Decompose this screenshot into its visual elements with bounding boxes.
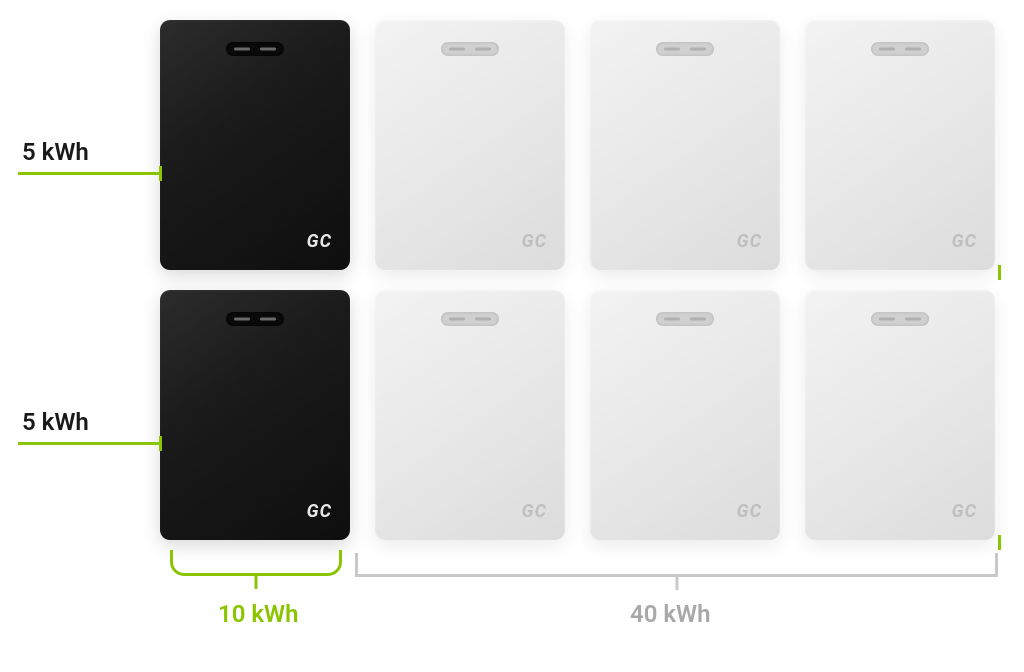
- brand-logo: GC: [522, 501, 547, 522]
- battery-unit: GC: [160, 290, 350, 540]
- battery-unit: GC: [375, 290, 565, 540]
- status-indicator: [441, 312, 499, 326]
- bracket-40kwh: [355, 574, 998, 577]
- label-underline: [18, 442, 160, 445]
- span-end: [355, 553, 358, 577]
- bracket-stem: [255, 573, 258, 589]
- brand-logo: GC: [737, 231, 762, 252]
- status-indicator: [226, 312, 284, 326]
- battery-unit: GC: [160, 20, 350, 270]
- row-end-tick: [998, 535, 1001, 550]
- brand-logo: GC: [952, 231, 977, 252]
- battery-unit: GC: [590, 290, 780, 540]
- brand-logo: GC: [737, 501, 762, 522]
- battery-unit: GC: [805, 290, 995, 540]
- bracket-10kwh: [170, 550, 342, 576]
- span-stem: [675, 574, 678, 590]
- brand-logo: GC: [307, 231, 332, 252]
- battery-unit: GC: [375, 20, 565, 270]
- brand-logo: GC: [522, 231, 547, 252]
- span-end: [995, 553, 998, 577]
- status-indicator: [226, 42, 284, 56]
- status-indicator: [441, 42, 499, 56]
- battery-unit: GC: [805, 20, 995, 270]
- status-indicator: [656, 42, 714, 56]
- brand-logo: GC: [952, 501, 977, 522]
- row-end-tick: [998, 265, 1001, 280]
- capacity-label: 5 kWh: [22, 138, 89, 166]
- status-indicator: [656, 312, 714, 326]
- label-underline: [18, 172, 160, 175]
- battery-unit: GC: [590, 20, 780, 270]
- total-label-40kwh: 40 kWh: [630, 600, 711, 628]
- status-indicator: [871, 312, 929, 326]
- brand-logo: GC: [307, 501, 332, 522]
- total-label-10kwh: 10 kWh: [218, 600, 299, 628]
- status-indicator: [871, 42, 929, 56]
- capacity-label: 5 kWh: [22, 408, 89, 436]
